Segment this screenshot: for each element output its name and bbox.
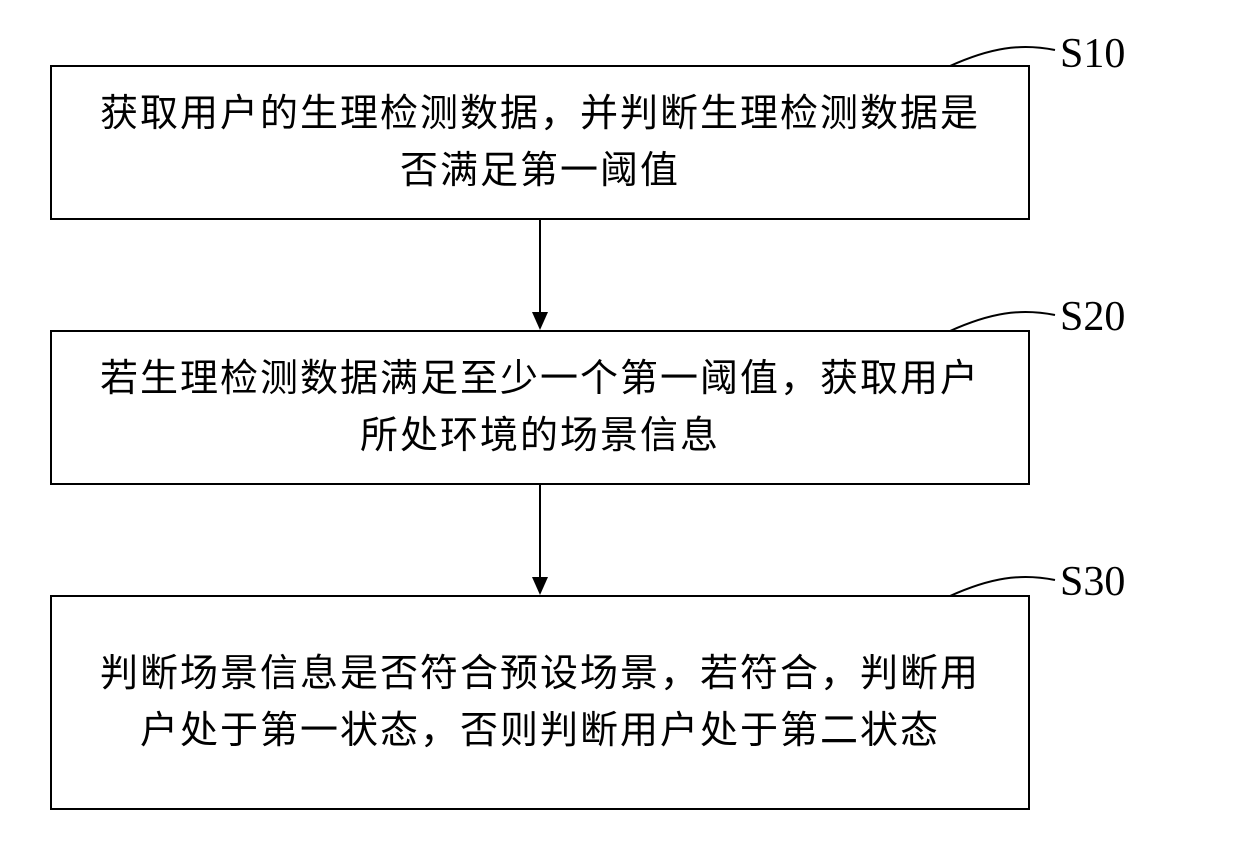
step-text-s20: 若生理检测数据满足至少一个第一阈值，获取用户所处环境的场景信息 xyxy=(92,351,988,465)
step-box-s20: 若生理检测数据满足至少一个第一阈值，获取用户所处环境的场景信息 xyxy=(50,330,1030,485)
label-connector-s10 xyxy=(940,28,1080,73)
label-connector-s20 xyxy=(940,293,1080,338)
label-connector-s30 xyxy=(940,558,1080,603)
step-box-s30: 判断场景信息是否符合预设场景，若符合，判断用户处于第一状态，否则判断用户处于第二… xyxy=(50,595,1030,810)
arrow-s20-s30 xyxy=(525,485,555,597)
step-box-s10: 获取用户的生理检测数据，并判断生理检测数据是否满足第一阈值 xyxy=(50,65,1030,220)
step-text-s10: 获取用户的生理检测数据，并判断生理检测数据是否满足第一阈值 xyxy=(92,86,988,200)
arrow-s10-s20 xyxy=(525,220,555,332)
step-text-s30: 判断场景信息是否符合预设场景，若符合，判断用户处于第一状态，否则判断用户处于第二… xyxy=(92,646,988,760)
